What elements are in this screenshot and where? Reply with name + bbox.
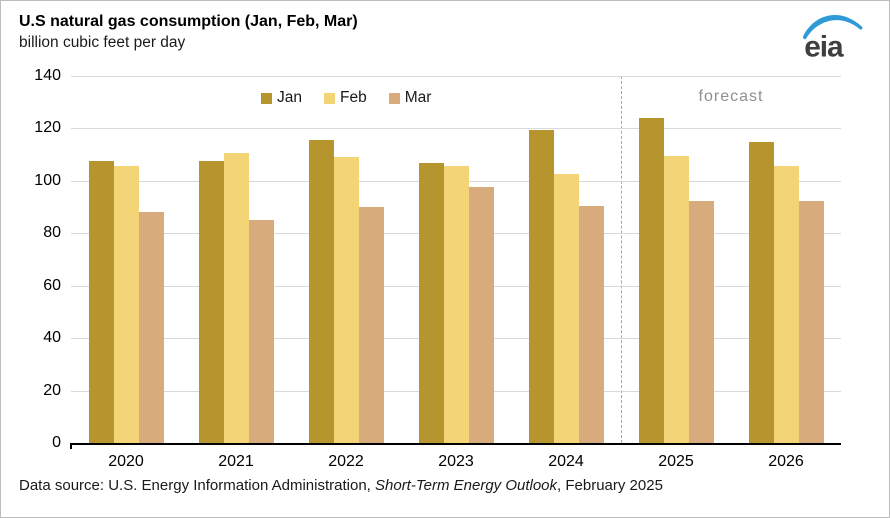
y-tick-label-60: 60: [43, 276, 61, 294]
legend-item-feb: Feb: [324, 89, 367, 107]
legend-label-mar: Mar: [404, 89, 432, 106]
legend-label-feb: Feb: [340, 89, 367, 106]
y-tick-label-80: 80: [43, 224, 61, 242]
x-tick-label-2020: 2020: [108, 453, 144, 470]
bar-feb-2025: [663, 155, 689, 443]
legend-swatch-feb: [324, 92, 335, 104]
y-tick-label-20: 20: [43, 381, 61, 399]
legend-label-jan: Jan: [277, 89, 302, 106]
forecast-label: forecast: [698, 88, 764, 105]
bar-mar-2025: [688, 200, 714, 443]
legend-swatch-jan: [261, 92, 272, 104]
gridline-140: [71, 76, 841, 77]
eia-swoosh-icon: [803, 14, 863, 40]
y-tick-label-0: 0: [52, 434, 61, 451]
data-source-suffix: , February 2025: [557, 477, 663, 494]
bar-mar-2023: [468, 187, 494, 443]
eia-logo-text: eia: [804, 30, 844, 61]
legend-item-jan: Jan: [261, 89, 302, 107]
bar-jan-2024: [528, 129, 554, 443]
x-tick-label-2021: 2021: [218, 453, 254, 470]
bar-feb-2024: [553, 174, 579, 443]
bar-mar-2021: [248, 220, 274, 443]
bar-feb-2020: [113, 166, 139, 443]
y-tick-label-40: 40: [43, 329, 61, 347]
data-source-prefix: Data source: U.S. Energy Information Adm…: [19, 477, 375, 494]
eia-logo-graphic: eia: [803, 14, 863, 63]
forecast-divider-line: [621, 76, 622, 443]
legend: Jan Feb Mar: [261, 89, 431, 107]
bar-mar-2024: [578, 205, 604, 443]
bar-jan-2026: [748, 141, 774, 443]
x-axis-start-tick: [70, 443, 72, 449]
legend-swatch-mar: [388, 92, 400, 104]
x-tick-label-2025: 2025: [658, 453, 694, 470]
bar-feb-2023: [443, 166, 469, 443]
x-tick-label-2022: 2022: [328, 453, 364, 470]
eia-logo: eia: [801, 9, 865, 63]
chart-title: U.S natural gas consumption (Jan, Feb, M…: [19, 13, 358, 30]
bar-mar-2022: [358, 207, 384, 443]
bar-jan-2020: [88, 161, 114, 443]
x-tick-label-2024: 2024: [548, 453, 584, 470]
bar-jan-2021: [198, 161, 224, 443]
x-tick-label-2026: 2026: [768, 453, 804, 470]
legend-item-mar: Mar: [388, 89, 432, 107]
x-tick-label-2023: 2023: [438, 453, 474, 470]
bar-mar-2026: [798, 200, 824, 443]
y-tick-label-120: 120: [34, 119, 61, 137]
chart-subtitle: billion cubic feet per day: [19, 34, 186, 51]
bar-feb-2022: [333, 157, 359, 443]
data-source-note: Data source: U.S. Energy Information Adm…: [19, 477, 663, 494]
gridline-120: [71, 128, 841, 130]
y-tick-label-100: 100: [34, 171, 61, 189]
bar-jan-2022: [308, 140, 334, 443]
bar-feb-2026: [773, 166, 799, 443]
plot-area: forecast Jan Feb Mar 0 20 40 60 80 100 120 140 202…: [34, 67, 841, 470]
data-source-publication: Short-Term Energy Outlook: [375, 477, 558, 494]
bar-jan-2023: [418, 162, 444, 443]
y-tick-label-140: 140: [34, 67, 61, 84]
bar-mar-2020: [138, 212, 164, 443]
bar-feb-2021: [223, 153, 249, 443]
bar-jan-2025: [638, 117, 664, 443]
